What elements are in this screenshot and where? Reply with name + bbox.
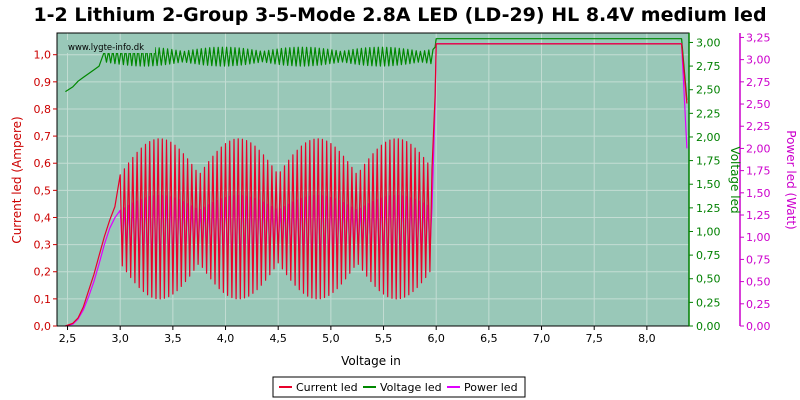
x-tick-label-1: 3,0 xyxy=(111,332,129,345)
y-left-tick-label-9: 0,9 xyxy=(34,76,52,89)
y-right1-tick-label-8: 2,00 xyxy=(696,131,721,144)
x-tick-label-2: 3,5 xyxy=(164,332,182,345)
y-right2-tick-label-8: 2,00 xyxy=(746,142,771,155)
x-tick-label-11: 8,0 xyxy=(638,332,656,345)
x-tick-label-7: 6,0 xyxy=(427,332,445,345)
y-right1-tick-label-2: 0,50 xyxy=(696,273,721,286)
x-tick-label-0: 2,5 xyxy=(59,332,77,345)
series-layer xyxy=(65,38,688,327)
y-left-tick-label-1: 0,1 xyxy=(34,293,52,306)
x-tick-label-8: 6,5 xyxy=(480,332,498,345)
y-right2-tick-label-2: 0,50 xyxy=(746,276,771,289)
y-left-tick-label-8: 0,8 xyxy=(34,103,52,116)
y-right1-tick-label-5: 1,25 xyxy=(696,202,721,215)
legend-label-current: Current led xyxy=(296,381,358,394)
y-right1-tick-label-10: 2,50 xyxy=(696,84,721,97)
y-right2-tick-label-4: 1,00 xyxy=(746,231,771,244)
y-right1-tick-label-7: 1,75 xyxy=(696,155,721,168)
legend-label-voltage: Voltage led xyxy=(380,381,442,394)
y-left-tick-label-7: 0,7 xyxy=(34,130,52,143)
right-axis-title-power: Power led (Watt) xyxy=(784,130,798,229)
x-tick-label-4: 4,5 xyxy=(269,332,287,345)
y-left-tick-label-3: 0,3 xyxy=(34,239,52,252)
series-line-current-led xyxy=(65,43,688,327)
y-left-tick-label-5: 0,5 xyxy=(34,184,52,197)
y-right2-tick-label-12: 3,00 xyxy=(746,54,771,67)
y-right2-tick-label-5: 1,25 xyxy=(746,209,771,222)
y-left-tick-label-0: 0,0 xyxy=(34,320,52,333)
chart-title: 1-2 Lithium 2-Group 3-5-Mode 2.8A LED (L… xyxy=(33,4,766,26)
y-right2-tick-label-6: 1,50 xyxy=(746,187,771,200)
watermark: www.lygte-info.dk xyxy=(68,43,144,53)
x-tick-label-6: 5,5 xyxy=(375,332,393,345)
grid xyxy=(57,33,689,327)
y-right2-tick-label-7: 1,75 xyxy=(746,165,771,178)
y-right2-tick-label-3: 0,75 xyxy=(746,253,771,266)
watermark-bg xyxy=(65,40,155,53)
y-right1-tick-label-3: 0,75 xyxy=(696,249,721,262)
right-axis-title-voltage: Voltage led xyxy=(728,146,742,213)
y-right1-tick-label-11: 2,75 xyxy=(696,60,721,73)
y-right1-tick-label-6: 1,50 xyxy=(696,178,721,191)
y-right1-tick-label-4: 1,00 xyxy=(696,225,721,238)
y-left-tick-label-10: 1,0 xyxy=(34,49,52,62)
legend: Current led Voltage led Power led xyxy=(272,376,526,398)
y-left-tick-label-4: 0,4 xyxy=(34,211,52,224)
x-axis-title: Voltage in xyxy=(341,354,401,368)
y-right2-tick-label-10: 2,50 xyxy=(746,98,771,111)
y-right1-tick-label-12: 3,00 xyxy=(696,36,721,49)
y-right2-tick-label-11: 2,75 xyxy=(746,76,771,89)
y-right2-tick-label-1: 0,25 xyxy=(746,298,771,311)
x-tick-label-5: 5,0 xyxy=(322,332,340,345)
x-tick-label-3: 4,0 xyxy=(217,332,235,345)
series-line-voltage-led xyxy=(65,38,688,101)
legend-label-power: Power led xyxy=(464,381,518,394)
legend-box xyxy=(272,376,526,398)
x-tick-label-9: 7,0 xyxy=(533,332,551,345)
x-tick-label-10: 7,5 xyxy=(585,332,603,345)
y-right2-tick-label-9: 2,25 xyxy=(746,120,771,133)
y-left-tick-label-6: 0,6 xyxy=(34,157,52,170)
left-axis-title: Current led (Ampere) xyxy=(10,116,24,243)
tick-labels: 2,5 3,0 3,5 4,0 4,5 5,0 5,5 6,0 6,5 7,0 7,5 8,00,00… xyxy=(34,31,771,345)
y-right1-tick-label-9: 2,25 xyxy=(696,107,721,120)
y-left-tick-label-2: 0,2 xyxy=(34,266,52,279)
y-right2-tick-label-13: 3,25 xyxy=(746,31,771,44)
y-right1-tick-label-0: 0,00 xyxy=(696,320,721,333)
y-right2-tick-label-0: 0,00 xyxy=(746,320,771,333)
y-right1-tick-label-1: 0,25 xyxy=(696,296,721,309)
